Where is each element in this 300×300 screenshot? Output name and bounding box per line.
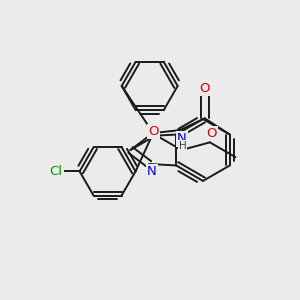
Text: O: O: [206, 127, 217, 140]
Text: N: N: [147, 165, 157, 178]
Text: O: O: [148, 125, 159, 138]
Text: N: N: [177, 133, 187, 146]
Text: O: O: [200, 82, 210, 94]
Text: Cl: Cl: [50, 165, 63, 178]
Text: H: H: [179, 141, 187, 151]
